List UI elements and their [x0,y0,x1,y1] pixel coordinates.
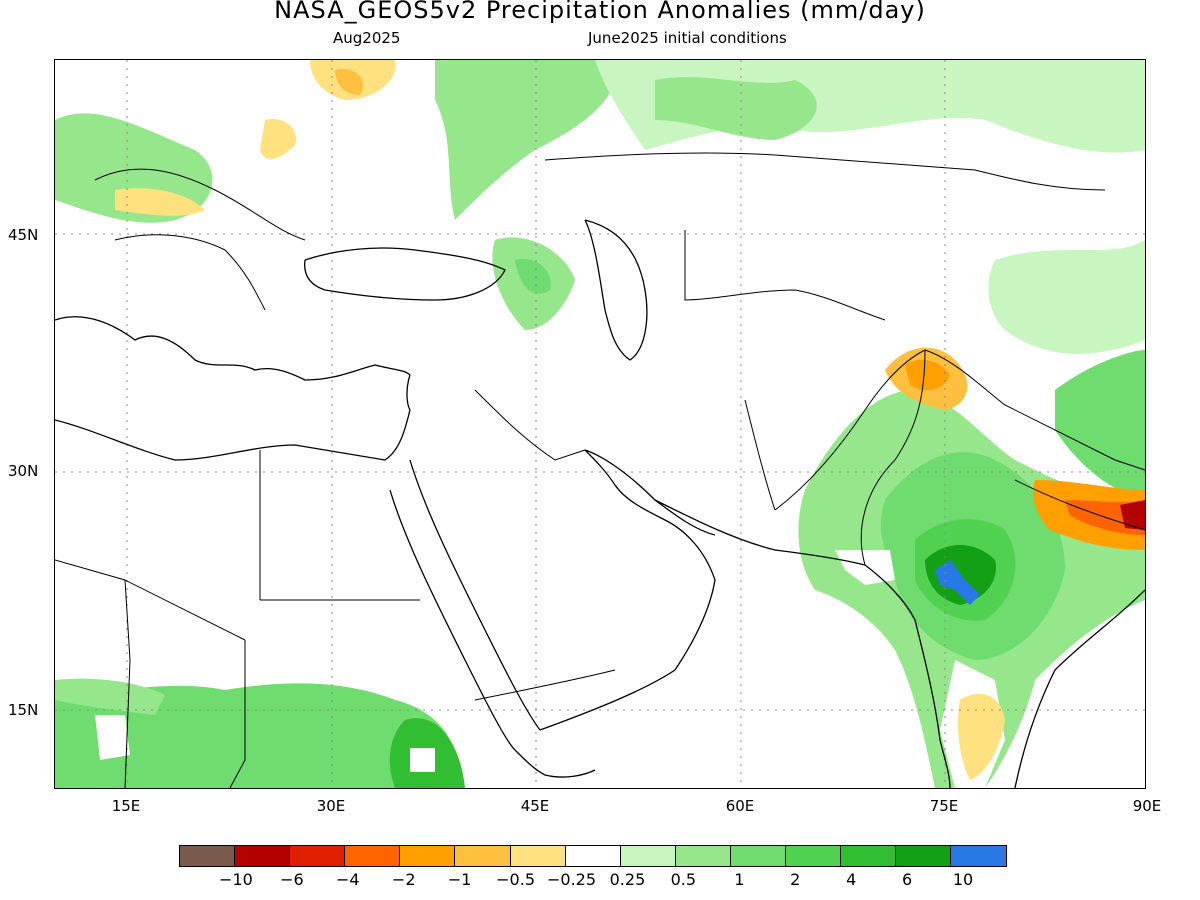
colorbar-swatch [345,846,401,866]
dry-patch-himalaya-core [905,359,950,391]
country-borders [55,152,1145,788]
colorbar-swatch [896,846,952,866]
colorbar-label: −6 [280,870,304,889]
coastline-red-sea [389,489,516,751]
colorbar-label: 0.5 [670,870,697,889]
colorbar-swatch [620,846,676,866]
dry-patch-europe [260,119,296,160]
border-central-asia [684,230,886,321]
coastline-india-west [864,564,951,788]
colorbar-label: 4 [846,870,857,889]
border-kazakhstan [544,152,1106,191]
colorbar-label: 6 [901,870,913,889]
negative-anomaly-layer [115,60,1145,780]
colorbar-swatch [951,846,1007,866]
dry-patch-europe2 [115,188,205,216]
border-libya-chad [55,559,246,641]
colorbar-swatch [510,846,566,866]
border-iraq [474,389,586,461]
coastline-africa-north [55,409,411,461]
coastlines [55,219,1145,788]
colorbar-swatch [786,846,842,866]
colorbar-label: −10 [219,870,253,889]
chart-title: NASA_GEOS5v2 Precipitation Anomalies (mm… [274,0,926,24]
colorbar-label: 2 [790,870,801,889]
lon-tick-45e: 45E [520,797,550,815]
coastline-persian-gulf [584,449,716,536]
green-patch-north [435,60,617,220]
coastline-black-sea [304,247,506,301]
colorbar-swatch [675,846,731,866]
coastline-red-sea-east [409,459,541,731]
graticule [55,60,1145,788]
border-sudan-west [229,640,246,788]
border-pakistan-india [860,349,926,566]
border-iran-afghanistan [744,399,776,511]
colorbar-swatch [730,846,787,866]
lon-tick-90e: 90E [1132,797,1162,815]
border-china-india [924,349,1145,471]
colorbar-swatch [455,846,511,866]
lon-tick-15e: 15E [111,797,141,815]
white-patch-africa2 [410,748,435,772]
lat-tick-45n: 45N [8,226,39,244]
border-nepal [1014,479,1145,531]
colorbar-label: −4 [335,870,360,889]
valid-month-label: Aug2025 [333,29,401,47]
white-patch-africa [95,715,130,760]
lon-tick-60e: 60E [725,797,755,815]
lat-tick-30n: 30N [8,462,39,480]
green-patch-se-asia [988,240,1145,354]
colorbar-label: −2 [391,870,416,889]
coastline-arabia [539,484,716,731]
white-patch-india [835,550,895,585]
colorbar-swatch [180,846,236,866]
colorbar-label: 0.25 [609,870,646,889]
colorbar-label: 1 [734,870,745,889]
coastline-mediterranean-north [55,316,411,381]
border-europe [94,168,306,241]
coastline-india-east [1014,589,1145,788]
colorbar-swatch [841,846,897,866]
colorbar-swatch [290,846,346,866]
border-chad [124,579,131,788]
dry-patch-nepal-peak [1120,500,1145,530]
lat-tick-15n: 15N [8,701,39,719]
coastline-levant [406,374,411,411]
initial-conditions-label: June2025 initial conditions [588,29,787,47]
blue-patch-india [935,560,980,605]
dry-patch-india-south [958,694,1005,780]
dry-patch-north2 [335,69,364,95]
border-europe2 [114,234,266,311]
lon-tick-75e: 75E [929,797,959,815]
coastline-horn-africa [514,749,596,778]
border-afghanistan-pakistan [774,349,926,511]
border-saudi-yemen [474,669,616,701]
colorbar-swatch [235,846,291,866]
green-patch-sahel [55,678,165,715]
green-patch-east-india [1055,350,1145,500]
map-panel [54,59,1146,789]
lon-tick-30e: 30E [316,797,346,815]
anomaly-map [55,60,1145,788]
colorbar-label: 10 [952,870,974,889]
coastline-iran-south [654,499,866,566]
colorbar [179,845,1008,867]
colorbar-label: −0.5 [496,870,535,889]
coastline-caspian [584,219,648,361]
colorbar-swatch [565,846,621,866]
colorbar-label: −1 [447,870,472,889]
colorbar-label: −0.25 [546,870,597,889]
colorbar-swatch [400,846,456,866]
green-patch-north3 [655,77,817,140]
green-patch-caucasus-dark [515,259,551,294]
